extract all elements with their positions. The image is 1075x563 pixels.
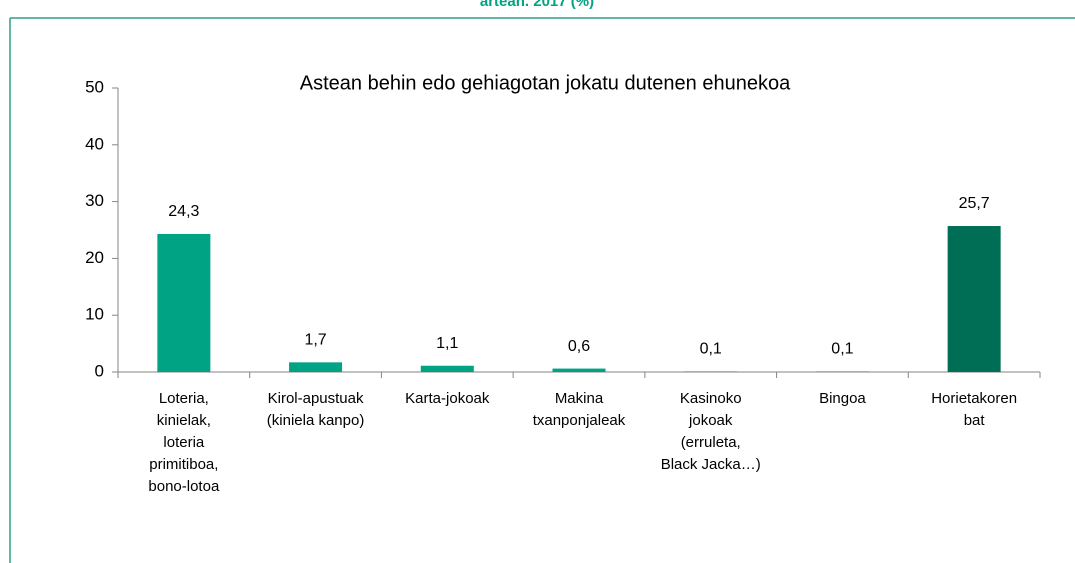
chart-title: Astean behin edo gehiagotan jokatu duten… <box>300 72 791 94</box>
bar <box>815 371 869 372</box>
x-tick-label: Makina txanponjaleak <box>532 390 626 429</box>
bar <box>289 362 343 372</box>
value-label: 0,1 <box>700 341 722 358</box>
x-tick-label: Loteria, kinielak, loteria primitiboa, b… <box>148 390 220 495</box>
value-label: 1,7 <box>304 332 326 349</box>
y-tick-label: 0 <box>95 361 104 380</box>
x-tick-label: Kirol-apustuak (kiniela kanpo) <box>266 390 365 429</box>
x-tick-label: Horietakoren bat <box>931 390 1018 429</box>
y-tick-label: 50 <box>85 77 104 96</box>
y-tick-label: 40 <box>85 134 104 153</box>
x-tick-label: Kasinoko jokoak (erruleta, Black Jacka…) <box>660 390 761 473</box>
y-tick-label: 10 <box>85 305 104 324</box>
bar <box>157 233 211 372</box>
x-tick-label: Bingoa <box>819 390 866 407</box>
y-tick-label: 20 <box>85 248 104 267</box>
value-label: 25,7 <box>959 195 990 212</box>
value-label: 24,3 <box>168 203 199 220</box>
value-label: 0,1 <box>831 341 853 358</box>
bar <box>552 368 606 372</box>
x-tick-label: Karta-jokoak <box>405 390 490 407</box>
value-label: 0,6 <box>568 338 590 355</box>
y-tick-label: 30 <box>85 191 104 210</box>
bar <box>420 365 474 372</box>
bar <box>684 371 738 372</box>
header: artean. 2017 (%) <box>480 0 594 10</box>
bar <box>947 226 1001 372</box>
value-label: 1,1 <box>436 335 458 352</box>
